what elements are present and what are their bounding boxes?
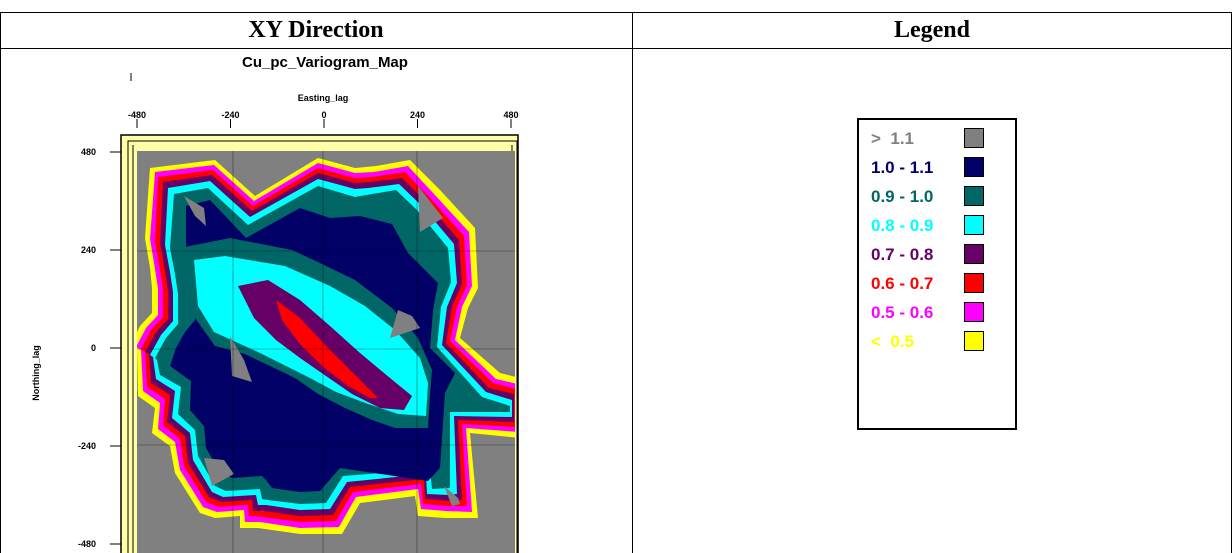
gray-patch-bottom-right	[444, 486, 460, 506]
legend-item-swatch	[964, 128, 984, 148]
legend-item: 0.7 - 0.8	[859, 242, 1015, 268]
variogram-map-chart: Easting_lag Northing_lag	[31, 73, 519, 553]
legend-item-swatch	[964, 331, 984, 351]
legend-item-swatch	[964, 244, 984, 264]
x-axis-label: Easting_lag	[298, 93, 349, 103]
legend-item-swatch	[964, 302, 984, 322]
gray-patch-bottom-left	[204, 458, 234, 486]
gray-patch-top-right	[418, 186, 443, 232]
legend-item: > 1.1	[859, 126, 1015, 152]
table-column-divider	[632, 12, 633, 553]
legend-item: 0.6 - 0.7	[859, 271, 1015, 297]
y-tick-label: -480	[78, 539, 96, 549]
x-tick-label: -480	[128, 110, 146, 120]
y-axis-label: Northing_lag	[31, 345, 41, 401]
legend-item: 1.0 - 1.1	[859, 155, 1015, 181]
legend-box: > 1.1 1.0 - 1.1 0.9 - 1.0 0.8 - 0.9 0.7 - 0.…	[857, 118, 1017, 430]
legend-item-label: 0.8 - 0.9	[871, 216, 934, 235]
legend-item-label: 0.6 - 0.7	[871, 274, 934, 293]
legend-item-swatch	[964, 273, 984, 293]
gray-patch-top-left	[184, 196, 206, 226]
column-header-legend: Legend	[893, 17, 970, 43]
legend-item-label: 0.9 - 1.0	[871, 187, 934, 206]
legend-item: 0.8 - 0.9	[859, 213, 1015, 239]
table-border-left	[0, 12, 1, 553]
legend-item-swatch	[964, 157, 984, 177]
y-axis-ticks: 480 240 0 -240 -480	[78, 147, 121, 549]
x-tick-label: 0	[321, 110, 326, 120]
y-tick-label: -240	[78, 441, 96, 451]
legend-item-swatch	[964, 215, 984, 235]
gray-patch-center-left	[230, 336, 252, 382]
legend-item-label: < 0.5	[871, 332, 915, 351]
y-tick-label: 240	[81, 245, 96, 255]
table-header-divider	[0, 48, 1232, 49]
legend-item-label: 1.0 - 1.1	[871, 158, 934, 177]
chart-title: Cu_pc_Variogram_Map	[242, 54, 408, 71]
legend-item: < 0.5	[859, 329, 1015, 355]
x-tick-label: 240	[410, 110, 425, 120]
column-header-xy-direction: XY Direction	[248, 17, 384, 43]
legend-item-swatch	[964, 186, 984, 206]
x-tick-label: -240	[221, 110, 239, 120]
table-border-top	[0, 12, 1232, 13]
gray-patch-center-right	[390, 310, 420, 338]
legend-item-label: > 1.1	[871, 129, 915, 148]
legend-item: 0.5 - 0.6	[859, 300, 1015, 326]
y-tick-label: 0	[91, 343, 96, 353]
legend-item: 0.9 - 1.0	[859, 184, 1015, 210]
contour-zones	[137, 151, 515, 553]
y-tick-label: 480	[81, 147, 96, 157]
grid-lines	[137, 151, 515, 553]
x-axis-ticks: -480 -240 0 240 480	[128, 110, 519, 128]
legend-item-label: 0.7 - 0.8	[871, 245, 934, 264]
legend-item-label: 0.5 - 0.6	[871, 303, 934, 322]
x-tick-label: 480	[503, 110, 518, 120]
